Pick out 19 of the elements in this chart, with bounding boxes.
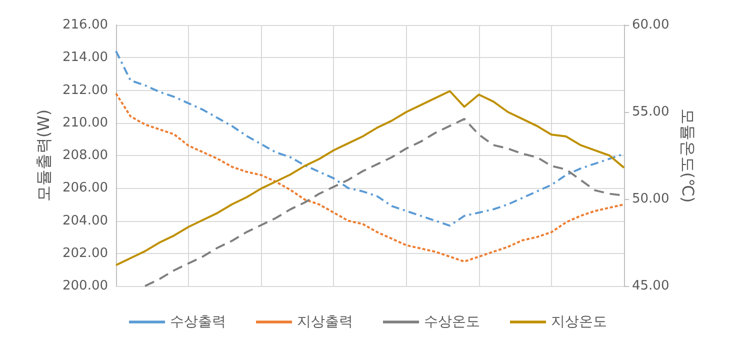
y-tick-label: 210.00 bbox=[62, 115, 108, 130]
legend-label: 지상출력 bbox=[297, 314, 353, 330]
legend-label: 지상온도 bbox=[551, 314, 607, 330]
legend-label: 수상출력 bbox=[170, 314, 226, 330]
y-tick-label: 214.00 bbox=[62, 50, 108, 66]
y2-tick-label: 50.00 bbox=[632, 192, 670, 206]
legend-label: 수상온도 bbox=[424, 314, 480, 330]
y2-axis-title: 모듈온도(℃) bbox=[678, 108, 698, 203]
y2-tick-label: 45.00 bbox=[632, 278, 670, 294]
y-tick-label: 216.00 bbox=[62, 18, 108, 32]
y2-tick-label: 60.00 bbox=[632, 18, 670, 32]
y-axis-title: 모듈출력(W) bbox=[34, 109, 54, 202]
y-tick-label: 202.00 bbox=[62, 246, 108, 261]
y2-tick-label: 55.00 bbox=[632, 104, 670, 120]
y-tick-label: 212.00 bbox=[62, 82, 108, 98]
y-tick-label: 206.00 bbox=[62, 180, 108, 196]
y-tick-label: 200.00 bbox=[62, 278, 108, 294]
y-tick-label: 208.00 bbox=[62, 148, 108, 163]
y-tick-label: 204.00 bbox=[62, 213, 108, 228]
